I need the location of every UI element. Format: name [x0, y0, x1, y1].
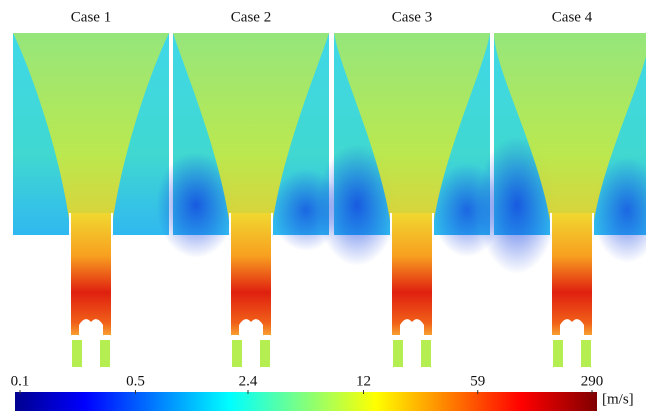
plume — [494, 33, 646, 235]
inlet-leg — [421, 340, 431, 367]
inlet-leg — [581, 340, 591, 367]
low-velocity — [592, 157, 646, 263]
nozzle — [231, 213, 271, 335]
colorbar-tick-label: 0.1 — [11, 373, 30, 389]
low-velocity — [477, 136, 557, 274]
colorbar — [15, 392, 597, 411]
inlet-notch — [239, 319, 263, 335]
inlet-leg — [100, 340, 110, 367]
panel-title: Case 1 — [71, 9, 111, 25]
low-velocity — [317, 144, 397, 266]
colorbar-tick-label: 2.4 — [239, 373, 258, 389]
nozzle — [552, 213, 592, 335]
inlet-notch — [400, 319, 424, 335]
nozzle — [71, 213, 111, 335]
inlet-leg — [393, 340, 403, 367]
colorbar-unit: [m/s] — [602, 391, 634, 407]
panels: Case 1 Case 2 Case 3 Case 4 — [13, 9, 646, 367]
nozzle — [392, 213, 432, 335]
panel-title: Case 4 — [552, 9, 593, 25]
plume — [173, 33, 329, 235]
panel-title: Case 3 — [392, 9, 432, 25]
colorbar-tick-label: 290 — [581, 373, 604, 389]
inlet-leg — [260, 340, 270, 367]
plume — [334, 33, 490, 235]
inlet-notch — [79, 319, 103, 335]
low-velocity — [156, 152, 236, 258]
plume — [13, 33, 169, 235]
inlet-leg — [232, 340, 242, 367]
colorbar-tick-label: 0.5 — [126, 373, 145, 389]
inlet-notch — [560, 319, 584, 335]
colorbar-tick-label: 59 — [470, 373, 485, 389]
colorbar-tick-label: 12 — [356, 373, 371, 389]
panel-title: Case 2 — [231, 9, 271, 25]
inlet-leg — [72, 340, 82, 367]
inlet-leg — [553, 340, 563, 367]
